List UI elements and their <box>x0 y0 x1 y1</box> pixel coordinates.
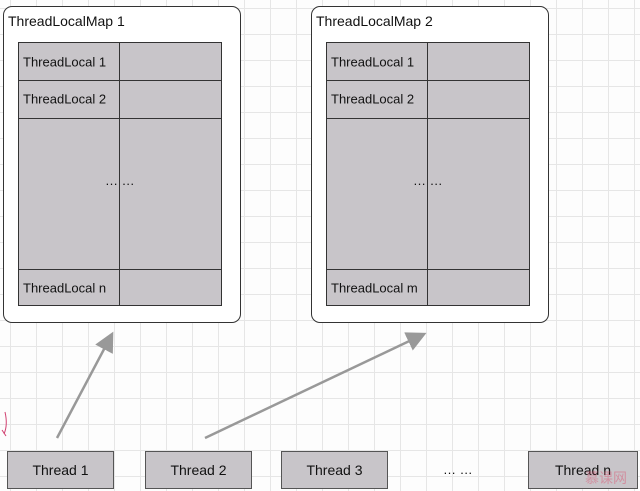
pen-mark <box>1 411 7 437</box>
thread-2: Thread 2 <box>145 451 252 489</box>
thread-n: Thread n <box>528 451 638 489</box>
row-label: ThreadLocal 1 <box>331 54 415 69</box>
map-table: ThreadLocal 1 ThreadLocal 2 ThreadLocal … <box>326 42 530 306</box>
threadlocalmap-1: ThreadLocalMap 1 ThreadLocal 1 ThreadLoc… <box>3 6 241 323</box>
table-row: ThreadLocal 2 <box>19 80 221 119</box>
table-row-ellipsis <box>327 118 529 270</box>
table-row: ThreadLocal n <box>19 269 221 306</box>
map-table: ThreadLocal 1 ThreadLocal 2 ThreadLocal … <box>18 42 222 306</box>
table-row: ThreadLocal m <box>327 269 529 306</box>
map-title: ThreadLocalMap 1 <box>8 13 125 29</box>
table-row-ellipsis <box>19 118 221 270</box>
table-row: ThreadLocal 1 <box>327 43 529 81</box>
row-label: ThreadLocal m <box>331 280 418 295</box>
ellipsis: … … <box>105 173 135 188</box>
column-divider <box>427 43 428 305</box>
row-label: ThreadLocal 2 <box>331 91 415 107</box>
row-label: ThreadLocal 1 <box>23 54 107 69</box>
watermark-logo: 慕课网 <box>585 470 627 486</box>
row-label: ThreadLocal n <box>23 280 107 295</box>
thread-1: Thread 1 <box>7 451 114 489</box>
thread-3: Thread 3 <box>281 451 388 489</box>
threads-ellipsis: … … <box>443 462 473 477</box>
table-row: ThreadLocal 1 <box>19 43 221 81</box>
ellipsis: … … <box>413 173 443 188</box>
map-title: ThreadLocalMap 2 <box>316 13 433 29</box>
arrow-thread2-to-map2 <box>204 332 427 440</box>
column-divider <box>119 43 120 305</box>
threadlocalmap-2: ThreadLocalMap 2 ThreadLocal 1 ThreadLoc… <box>311 6 549 323</box>
row-label: ThreadLocal 2 <box>23 91 107 107</box>
arrow-thread1-to-map1 <box>55 331 114 439</box>
table-row: ThreadLocal 2 <box>327 80 529 119</box>
